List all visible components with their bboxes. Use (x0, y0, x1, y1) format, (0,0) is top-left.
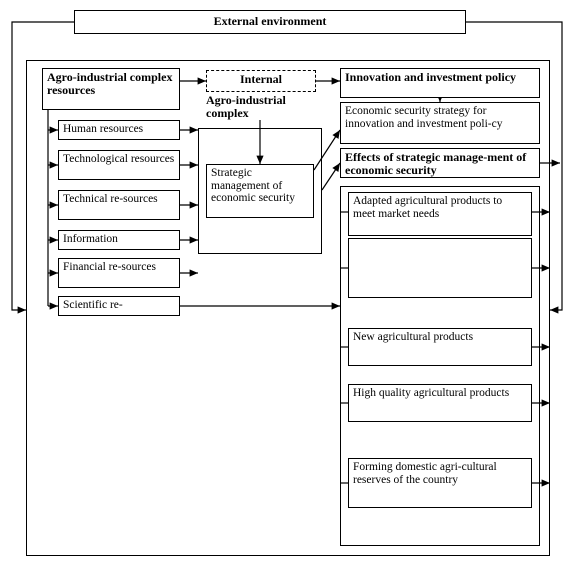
resource-scientific: Scientific re- (58, 296, 180, 316)
resource-technical: Technical re-sources (58, 190, 180, 220)
policy-box: Innovation and investment policy (340, 68, 540, 98)
effect-high-quality: High quality agricultural products (348, 384, 532, 422)
effect-blank-box (348, 238, 532, 298)
strategy-box: Economic security strategy for innovatio… (340, 102, 540, 144)
external-env-box: External environment (74, 10, 466, 34)
agro-complex-label: Agro-industrial complex (206, 94, 326, 120)
resource-human: Human resources (58, 120, 180, 140)
effect-new-products: New agricultural products (348, 328, 532, 366)
resource-financial: Financial re-sources (58, 258, 180, 288)
effect-domestic-reserves: Forming domestic agri-cultural reserves … (348, 458, 532, 508)
resource-technological: Technological resources (58, 150, 180, 180)
effect-adapted-products: Adapted agricultural products to meet ma… (348, 192, 532, 236)
internal-box: Internal (206, 70, 316, 92)
strategic-mgmt-box: Strategic management of economic securit… (206, 164, 314, 218)
resources-title-box: Agro-industrial complex resources (42, 68, 180, 110)
resource-information: Information (58, 230, 180, 250)
effects-title-box: Effects of strategic manage-ment of econ… (340, 148, 540, 178)
